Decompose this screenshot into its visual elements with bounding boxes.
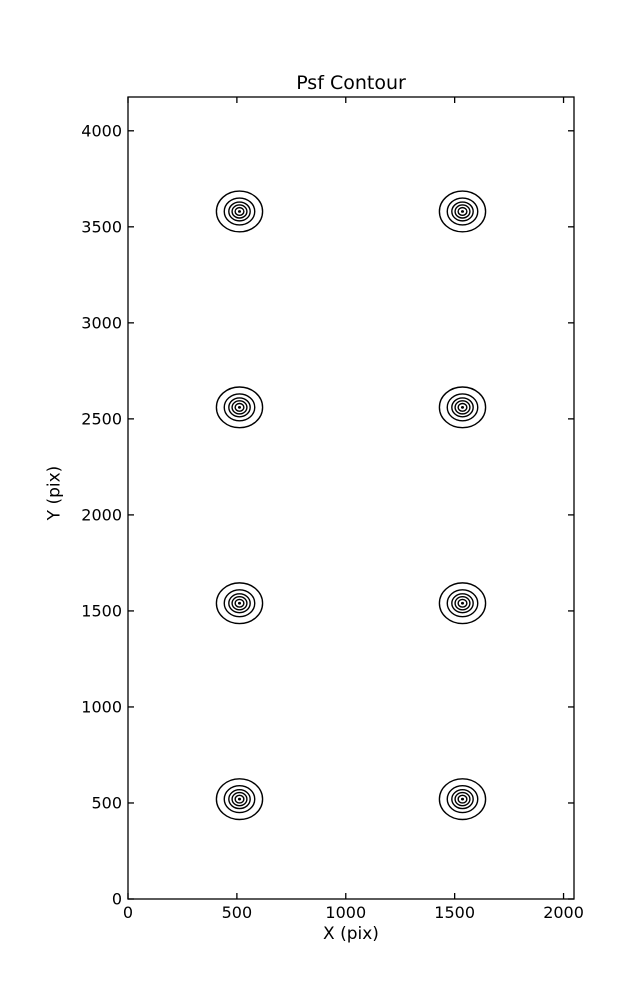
contour-ring — [454, 400, 471, 415]
contour-center-dot — [237, 406, 242, 409]
contour-ring — [446, 197, 479, 226]
y-tick-label: 500 — [91, 793, 122, 812]
contour-ring — [454, 596, 471, 611]
chart-title: Psf Contour — [296, 72, 406, 94]
contour-ring — [446, 784, 479, 814]
contour-ring — [446, 393, 479, 422]
contour-ring — [454, 791, 471, 807]
x-tick-label: 0 — [123, 903, 133, 922]
contour-ring — [223, 393, 256, 422]
y-tick-label: 1500 — [81, 601, 122, 620]
contour-ring — [457, 598, 468, 608]
contour-ring — [223, 784, 256, 814]
contour-ring — [228, 201, 251, 222]
y-tick-label: 2000 — [81, 505, 122, 524]
contour-ring — [457, 206, 468, 217]
contour-ring — [438, 190, 487, 233]
contour-ring — [231, 596, 248, 611]
contour-ring — [234, 598, 245, 608]
x-axis-label: X (pix) — [323, 924, 379, 944]
contour-ring — [451, 397, 474, 418]
axes-frame — [127, 96, 575, 900]
contour-ring — [438, 582, 487, 625]
x-tick-label: 1000 — [325, 903, 366, 922]
contour-center-dot — [460, 601, 465, 605]
contour-ring — [231, 204, 248, 219]
contour-center-dot — [237, 210, 242, 213]
contour-center-dot — [237, 797, 242, 801]
contour-ring — [223, 197, 256, 226]
y-tick-label: 1000 — [81, 697, 122, 716]
contour-ring — [451, 789, 474, 810]
contour-ring — [451, 201, 474, 222]
contour-ring — [215, 190, 264, 233]
contour-ring — [215, 386, 264, 429]
contour-center-dot — [460, 797, 465, 801]
contour-ring — [438, 778, 487, 821]
contour-center-dot — [460, 406, 465, 409]
contour-ring — [446, 589, 479, 618]
y-tick-label: 0 — [112, 890, 122, 909]
contour-ring — [451, 593, 474, 614]
contour-center-dot — [237, 601, 242, 605]
contour-ring — [215, 778, 264, 821]
contour-ring — [234, 206, 245, 217]
contour-ring — [454, 204, 471, 219]
x-tick-label: 500 — [222, 903, 253, 922]
y-tick-label: 3500 — [81, 217, 122, 236]
contour-ring — [223, 589, 256, 618]
contour-ring — [215, 582, 264, 625]
contour-ring — [228, 397, 251, 418]
contour-ring — [231, 400, 248, 415]
contour-ring — [234, 402, 245, 412]
contour-center-dot — [460, 210, 465, 213]
contour-ring — [228, 789, 251, 810]
contour-ring — [438, 386, 487, 429]
contour-ring — [457, 402, 468, 412]
contour-ring — [228, 593, 251, 614]
contour-ring — [457, 794, 468, 804]
y-tick-label: 3000 — [81, 313, 122, 332]
contour-ring — [234, 794, 245, 804]
x-tick-label: 1500 — [434, 903, 475, 922]
y-tick-label: 4000 — [81, 121, 122, 140]
contour-ring — [231, 791, 248, 807]
x-tick-label: 2000 — [543, 903, 584, 922]
y-tick-label: 2500 — [81, 409, 122, 428]
